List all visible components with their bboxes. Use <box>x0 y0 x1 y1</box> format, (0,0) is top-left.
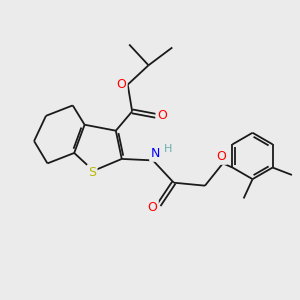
Text: S: S <box>88 166 96 179</box>
Text: O: O <box>147 201 157 214</box>
Text: H: H <box>164 144 172 154</box>
Text: O: O <box>116 77 126 91</box>
Text: O: O <box>216 150 226 163</box>
Text: O: O <box>157 109 167 122</box>
Text: N: N <box>151 147 160 161</box>
